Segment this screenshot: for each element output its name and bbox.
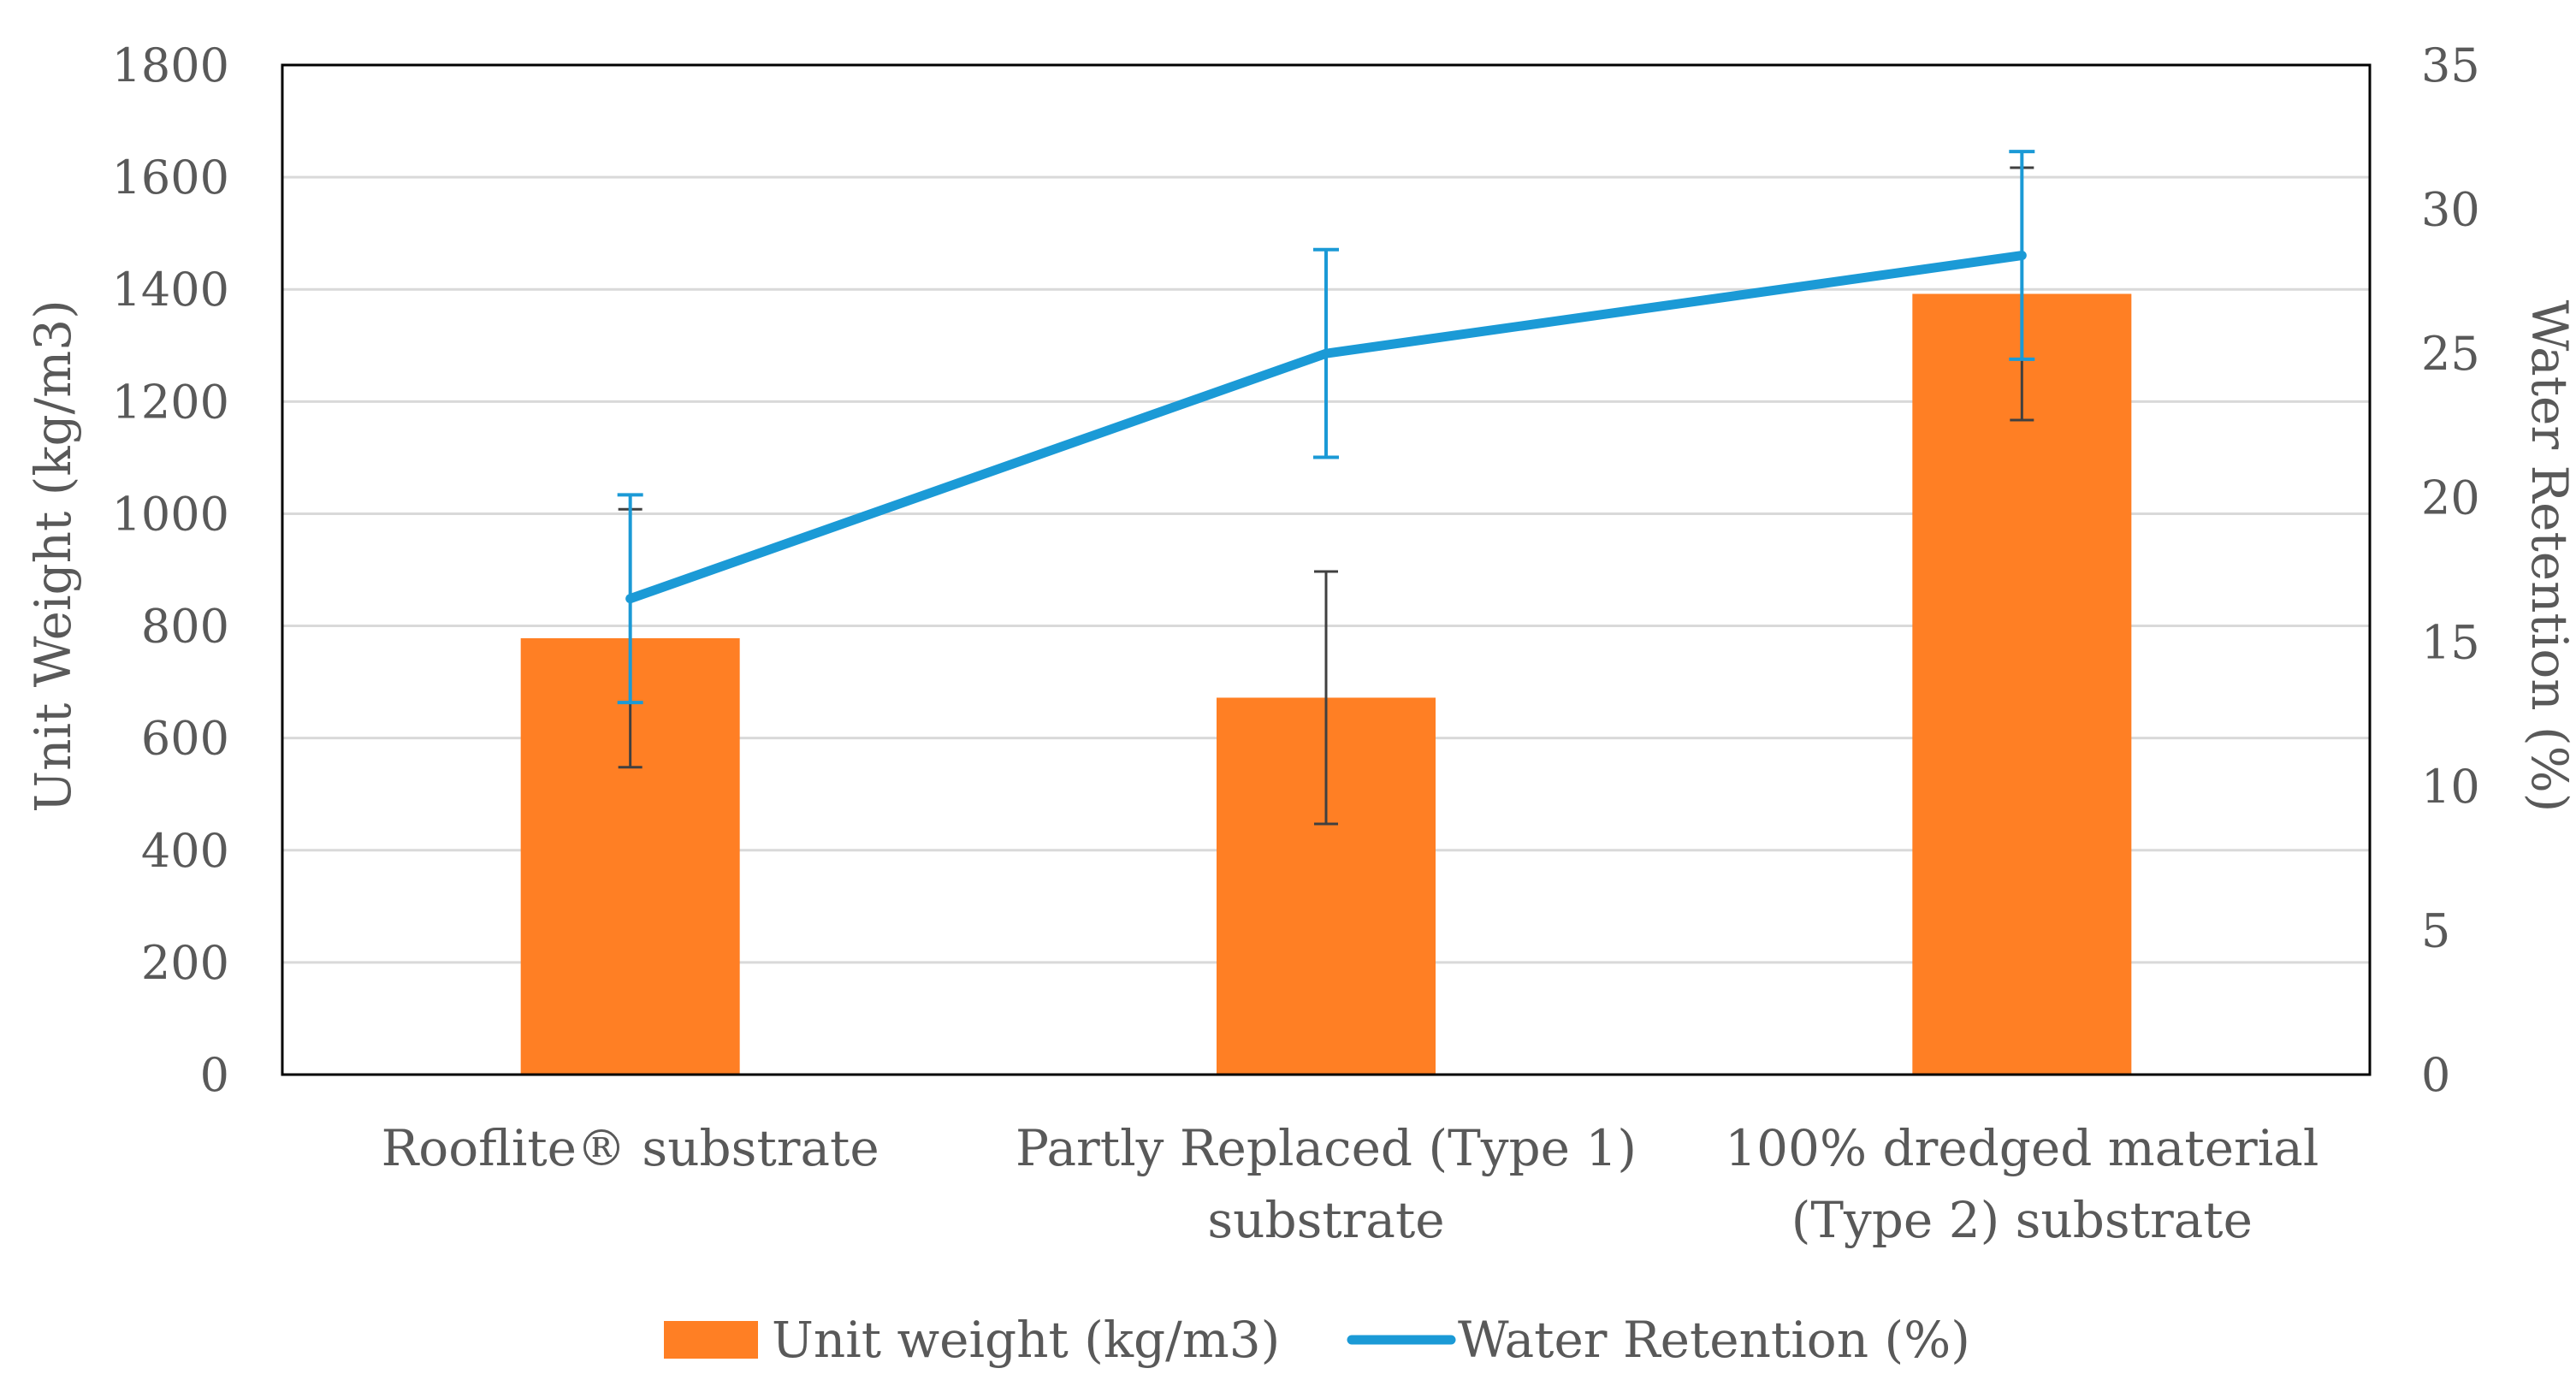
right-tick-label: 0 <box>2421 1048 2450 1102</box>
left-tick-label: 1800 <box>112 39 229 92</box>
left-axis-ticks: 0 200 400 600 800 1000 1200 1400 1600 1800 <box>112 39 229 1102</box>
category-label: Rooflite® substrate <box>382 1119 879 1177</box>
right-tick-label: 15 <box>2421 615 2480 669</box>
legend-swatch-bar <box>664 1321 758 1359</box>
plot-area-frame <box>281 63 2372 1076</box>
legend-item-unit-weight[interactable]: Unit weight (kg/m3) <box>664 1311 1280 1369</box>
right-tick-label: 30 <box>2421 183 2480 237</box>
legend-item-water-retention[interactable]: Water Retention (%) <box>1347 1311 1970 1369</box>
left-tick-label: 1400 <box>112 263 229 317</box>
left-tick-label: 400 <box>141 824 229 878</box>
bar <box>1912 293 2132 1075</box>
left-axis-title: Unit Weight (kg/m3) <box>24 299 82 812</box>
left-tick-label: 0 <box>200 1048 229 1102</box>
category-label: Partly Replaced (Type 1) <box>1016 1119 1637 1177</box>
bar-series <box>520 293 2132 1075</box>
category-labels: Rooflite® substrate Partly Replaced (Type… <box>382 1119 2319 1249</box>
right-tick-label: 35 <box>2421 39 2480 92</box>
left-tick-label: 600 <box>141 712 229 766</box>
left-tick-label: 1000 <box>112 487 229 541</box>
legend-label: Unit weight (kg/m3) <box>772 1311 1280 1369</box>
right-tick-label: 25 <box>2421 327 2480 381</box>
line-error-bars <box>617 150 2035 705</box>
category-label: 100% dredged material <box>1725 1119 2318 1177</box>
legend-label: Water Retention (%) <box>1458 1311 1970 1369</box>
category-label: substrate <box>1207 1191 1444 1249</box>
left-tick-label: 200 <box>141 936 229 990</box>
right-tick-label: 20 <box>2421 471 2480 525</box>
right-tick-label: 5 <box>2421 903 2450 957</box>
left-tick-label: 1200 <box>112 375 229 429</box>
right-axis-title: Water Retention (%) <box>2520 300 2576 813</box>
legend[interactable]: Unit weight (kg/m3) Water Retention (%) <box>664 1311 1970 1369</box>
right-axis-ticks: 0 5 10 15 20 25 30 35 <box>2421 39 2480 1102</box>
left-tick-label: 800 <box>141 600 229 654</box>
right-tick-label: 10 <box>2421 760 2480 814</box>
category-label: (Type 2) substrate <box>1791 1191 2253 1249</box>
left-tick-label: 1600 <box>112 151 229 204</box>
